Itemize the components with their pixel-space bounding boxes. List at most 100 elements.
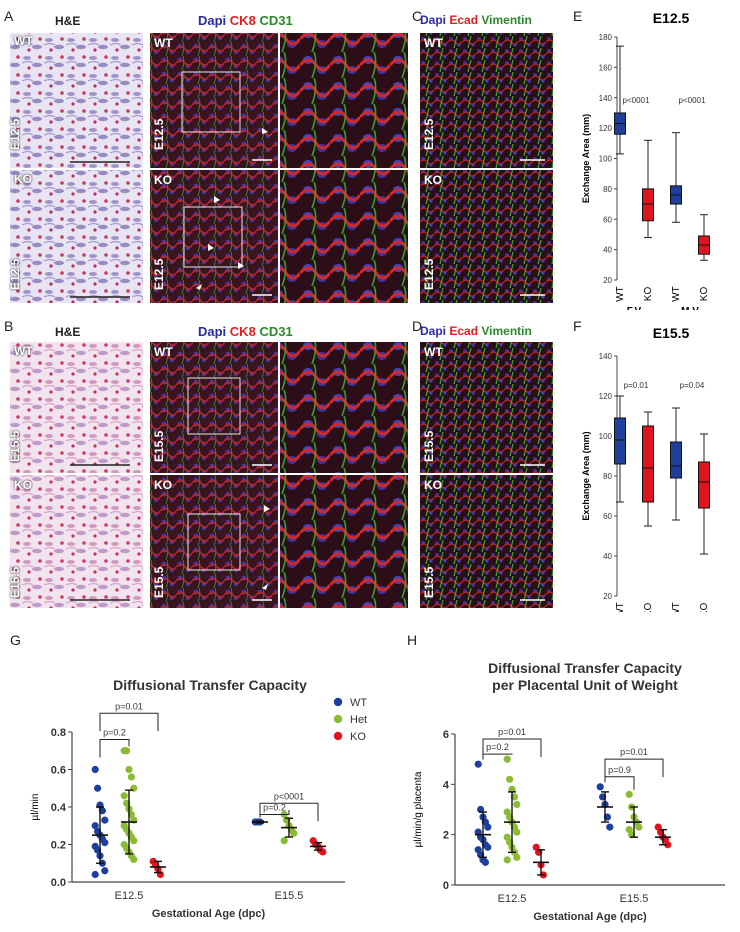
he-header-b: H&E: [55, 325, 81, 339]
data-point-het: [506, 775, 514, 783]
y-axis-label: Exchange Area (mm): [581, 114, 591, 203]
data-point-het: [513, 828, 521, 836]
data-point-het: [127, 773, 135, 781]
data-point-wt: [101, 839, 109, 847]
chart-title: E12.5: [653, 10, 690, 26]
data-point-het: [123, 747, 131, 755]
he-tile-b-ko: [10, 475, 143, 608]
y-tick-label: 0.0: [51, 877, 66, 889]
p-value-label: p=0.9: [608, 765, 631, 775]
arrowheads: [196, 128, 270, 590]
y-tick-label: 20: [603, 592, 612, 601]
y-tick-label: 180: [599, 33, 613, 42]
tile-label-age: E12.5: [8, 258, 22, 290]
y-tick-label: 0.2: [51, 840, 66, 852]
cd31-label: CD31: [259, 324, 293, 339]
y-tick-label: 60: [603, 512, 612, 521]
group-label: F.V: [627, 306, 642, 310]
y-tick-label: 100: [599, 432, 613, 441]
roi-box: [187, 377, 241, 435]
ev-tile-c-wt: [420, 33, 553, 168]
micrograph-tiles: [10, 33, 553, 608]
roi-box: [181, 71, 241, 133]
y-tick-label: 0.4: [51, 802, 67, 814]
panel-letter-h: H: [407, 632, 418, 648]
chart-g: Diffusional Transfer Capacity 0.0 0.2 0.4 0.…: [30, 677, 367, 920]
ev-tile-d-wt: [420, 342, 553, 473]
data-point-wt: [91, 822, 99, 830]
tile-label-wt: WT: [424, 345, 443, 359]
box-ko: [698, 461, 710, 509]
box-ko: [642, 425, 654, 503]
arrow-icon: [214, 196, 220, 203]
p-value-label: p=0.2: [103, 728, 126, 738]
if-tile-b-ko: [150, 475, 278, 608]
x-tick-label: WT: [615, 602, 626, 612]
tile-label-ko: KO: [14, 172, 32, 186]
y-tick-label: 160: [599, 63, 613, 72]
if-zoom-a-wt: [280, 33, 408, 168]
stain-header-d: Dapi Ecad Vimentin: [420, 324, 532, 338]
y-tick-label: 100: [599, 155, 613, 164]
if-zoom-a-ko: [280, 170, 408, 303]
p-value-label: p=0.01: [115, 701, 143, 711]
x-tick-label: KO: [643, 287, 654, 302]
panel-letter-g: G: [10, 632, 21, 648]
stain-header-a: Dapi CK8 CD31: [198, 13, 293, 28]
tile-label-age: E12.5: [422, 118, 436, 150]
roi-box: [187, 513, 241, 571]
vimentin-label: Vimentin: [481, 13, 532, 27]
data-point-ko: [664, 841, 672, 849]
arrow-icon: [208, 244, 214, 251]
tile-label-age: E15.5: [8, 566, 22, 598]
legend-marker-wt: [333, 697, 343, 707]
data-point-wt: [606, 823, 614, 831]
data-point-het: [280, 837, 288, 845]
p-value-label: p<0001: [679, 96, 706, 105]
p-value-label: p=0.01: [498, 727, 526, 737]
arrow-icon: [262, 584, 268, 590]
x-tick-label: KO: [699, 603, 710, 612]
data-point-het: [290, 829, 298, 837]
panel-letter-e: E: [573, 8, 583, 24]
ck8-label: CK8: [229, 324, 256, 339]
data-point-het: [130, 837, 138, 845]
tile-label-ko: KO: [14, 478, 32, 492]
dapi-label: Dapi: [420, 324, 447, 338]
comparison-bracket: [604, 776, 635, 790]
data-point-het: [513, 800, 521, 809]
y-tick-label: 140: [599, 352, 613, 361]
y-tick-label: 2: [443, 830, 449, 842]
data-point-wt: [484, 843, 492, 851]
x-axis-label: Gestational Age (dpc): [152, 908, 266, 920]
comparison-bracket: [99, 712, 159, 732]
tile-label-age: E15.5: [422, 566, 436, 598]
he-header-a: H&E: [55, 14, 81, 28]
data-point-het: [120, 792, 128, 800]
data-point-wt: [484, 823, 492, 831]
y-tick-label: 40: [603, 246, 612, 255]
if-tile-b-wt: [150, 342, 278, 473]
x-tick-label: E12.5: [498, 893, 527, 905]
dapi-label: Dapi: [198, 324, 227, 339]
x-tick-label: E15.5: [275, 890, 304, 902]
data-point-het: [508, 785, 516, 793]
y-tick-label: 80: [603, 185, 612, 194]
data-point-wt: [91, 870, 99, 879]
box-wt: [614, 417, 626, 465]
tile-label-age: E15.5: [152, 566, 166, 598]
if-tile-a-wt: [150, 33, 278, 168]
x-tick-label: KO: [699, 287, 710, 302]
data-point-wt: [481, 858, 489, 866]
ev-tile-c-ko: [420, 170, 553, 303]
tile-label-age: E12.5: [422, 258, 436, 290]
he-tile-b-wt: [10, 342, 143, 473]
data-point-het: [635, 823, 643, 831]
y-tick-label: 6: [443, 729, 449, 741]
dapi-label: Dapi: [198, 13, 227, 28]
he-tile-a-wt: [10, 33, 143, 168]
if-tile-a-ko: [150, 170, 278, 303]
vimentin-label: Vimentin: [481, 324, 532, 338]
roi-box: [183, 206, 243, 268]
